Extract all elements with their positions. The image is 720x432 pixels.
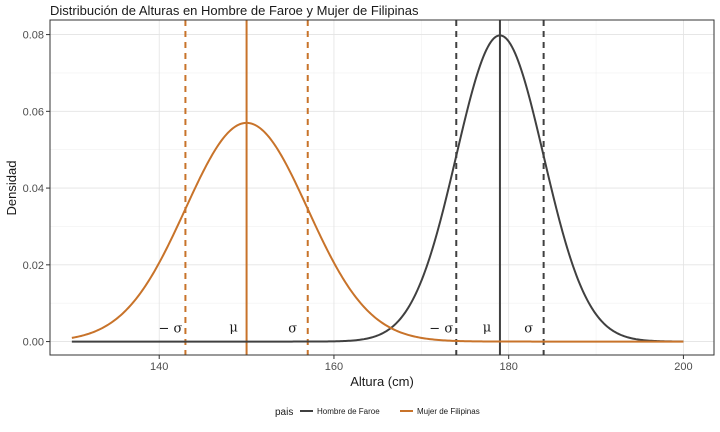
axis-ticks: 140 160 180 200 0.00 0.02 0.04 0.06 0.08 xyxy=(23,30,693,373)
density-curve xyxy=(71,121,684,343)
x-tick-label: 140 xyxy=(150,361,168,373)
y-tick-label: 0.06 xyxy=(23,106,44,118)
grid xyxy=(50,20,714,355)
x-tick-label: 160 xyxy=(325,361,343,373)
chart-title: Distribución de Alturas en Hombre de Far… xyxy=(50,3,419,18)
minus-sigma-label: − σ xyxy=(158,322,182,337)
y-tick-label: 0.00 xyxy=(23,337,44,349)
y-axis-title: Densidad xyxy=(4,161,19,216)
mu-label: μ xyxy=(483,321,491,336)
legend-title: pais xyxy=(275,407,293,418)
x-tick-label: 180 xyxy=(500,361,518,373)
x-axis-title: Altura (cm) xyxy=(350,374,414,389)
sigma-label: σ xyxy=(288,322,297,337)
legend-label: Mujer de Filipinas xyxy=(417,407,480,416)
mu-label: μ xyxy=(229,321,237,336)
x-tick-label: 200 xyxy=(674,361,692,373)
legend: pais Hombre de Faroe Mujer de Filipinas xyxy=(275,407,480,418)
legend-label: Hombre de Faroe xyxy=(317,407,380,416)
y-tick-label: 0.08 xyxy=(23,30,44,42)
y-tick-label: 0.02 xyxy=(23,260,44,272)
plot-border xyxy=(49,19,715,356)
minus-sigma-label: − σ xyxy=(429,322,453,337)
density-curve xyxy=(71,34,684,343)
reference-lines xyxy=(184,20,545,355)
sigma-label: σ xyxy=(524,322,533,337)
density-curves xyxy=(71,34,684,343)
y-tick-label: 0.04 xyxy=(23,183,44,195)
